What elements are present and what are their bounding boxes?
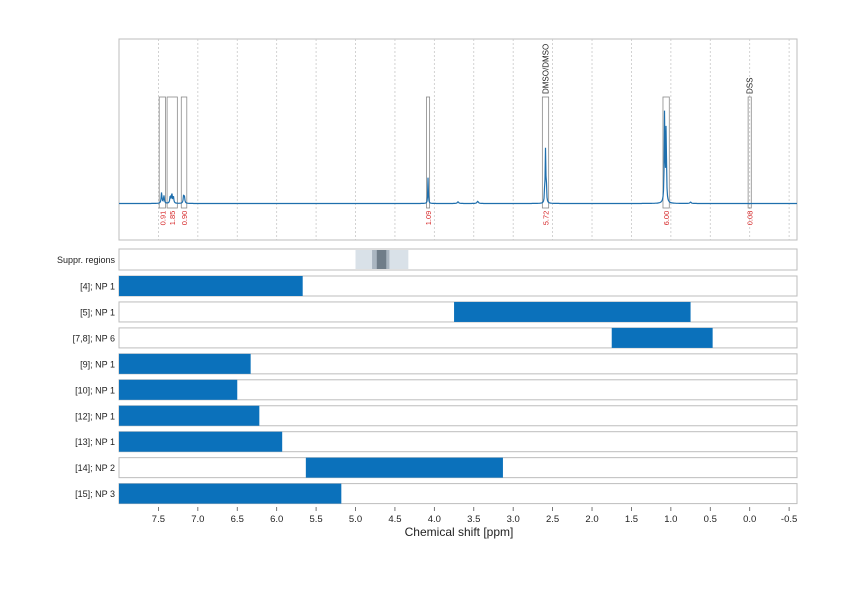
x-tick-label: 2.0 bbox=[585, 514, 598, 525]
x-tick-label: 7.0 bbox=[191, 514, 204, 525]
range-row-label: [7,8]; NP 6 bbox=[73, 333, 115, 343]
x-tick-label: 4.5 bbox=[388, 514, 401, 525]
x-tick-label: 3.5 bbox=[467, 514, 480, 525]
integral-label: 5.72 bbox=[542, 211, 551, 226]
integral-label: 0.08 bbox=[746, 211, 755, 226]
x-axis-label: Chemical shift [ppm] bbox=[405, 525, 514, 539]
x-tick-label: 4.0 bbox=[428, 514, 441, 525]
x-tick-label: 1.5 bbox=[625, 514, 638, 525]
range-row-label: [4]; NP 1 bbox=[80, 282, 115, 292]
x-tick-label: 3.0 bbox=[507, 514, 520, 525]
x-tick-label: 7.5 bbox=[152, 514, 165, 525]
range-row-label: [9]; NP 1 bbox=[80, 359, 115, 369]
integral-region-box bbox=[166, 96, 178, 209]
x-tick-label: 6.0 bbox=[270, 514, 283, 525]
range-bar bbox=[305, 457, 503, 478]
integral-label: 1.85 bbox=[168, 211, 177, 226]
integral-label: 0.91 bbox=[158, 211, 167, 226]
x-tick-label: 5.0 bbox=[349, 514, 362, 525]
spectrum-line bbox=[119, 110, 797, 205]
range-row-label: [10]; NP 1 bbox=[75, 385, 115, 395]
suppression-label: Suppr. regions bbox=[57, 255, 116, 265]
integral-label: 0.90 bbox=[180, 211, 189, 226]
integral-region-box bbox=[426, 96, 431, 209]
range-bar bbox=[119, 483, 342, 504]
range-bar bbox=[119, 276, 303, 296]
range-bar bbox=[119, 353, 251, 374]
x-tick-label: 0.0 bbox=[743, 514, 756, 525]
integral-label: 1.09 bbox=[424, 211, 433, 226]
range-bar bbox=[611, 327, 713, 348]
range-row-label: [12]; NP 1 bbox=[75, 411, 115, 421]
region-label: DSS bbox=[746, 78, 755, 94]
suppression-region-inner bbox=[376, 250, 387, 269]
range-row-label: [14]; NP 2 bbox=[75, 463, 115, 473]
x-tick-label: 5.5 bbox=[309, 514, 322, 525]
x-tick-label: 0.5 bbox=[704, 514, 717, 525]
integral-region-box bbox=[180, 96, 188, 209]
range-row-label: [13]; NP 1 bbox=[75, 437, 115, 447]
range-row-label: [15]; NP 3 bbox=[75, 489, 115, 499]
integral-region-box bbox=[662, 96, 670, 209]
x-tick-label: 6.5 bbox=[231, 514, 244, 525]
x-tick-label: 1.0 bbox=[664, 514, 677, 525]
range-bar bbox=[119, 431, 283, 452]
integral-label: 6.00 bbox=[662, 211, 671, 226]
range-bar bbox=[119, 405, 260, 426]
x-tick-label: -0.5 bbox=[781, 514, 797, 525]
suppression-frame bbox=[118, 248, 798, 271]
integral-region-box bbox=[158, 96, 166, 209]
range-bar bbox=[119, 379, 238, 400]
integral-region-box bbox=[541, 96, 550, 209]
spectrum-panel: 0.91 1.85 0.90 1.09 5.72 6.00 0.08 DMSO/DMSO DSS bbox=[118, 38, 798, 241]
suppression-panel: Suppr. regions bbox=[57, 248, 798, 271]
spectrum-frame bbox=[118, 38, 798, 241]
region-label: DMSO/DMSO bbox=[542, 44, 551, 94]
x-tick-label: 2.5 bbox=[546, 514, 559, 525]
range-rows-panel: [4]; NP 1 [5]; NP 1 [7,8]; NP 6 [9]; NP 1 [1… bbox=[73, 275, 798, 505]
range-bar bbox=[454, 301, 691, 322]
x-axis: 7.5 7.0 6.5 6.0 5.5 5.0 4.5 4.0 3.5 3.0 2.5 2.0 1.5 1… bbox=[152, 507, 797, 525]
integral-region-box bbox=[747, 96, 752, 209]
range-row-label: [5]; NP 1 bbox=[80, 307, 115, 317]
